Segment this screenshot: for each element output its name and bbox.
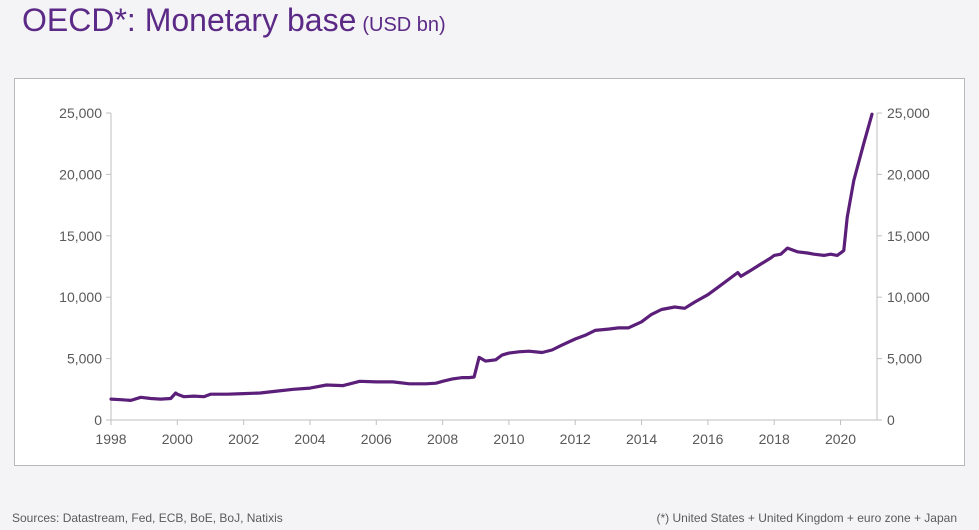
y-tick-label-right: 0 (887, 412, 895, 428)
x-tick-label: 2020 (825, 431, 856, 447)
y-tick-label-right: 5,000 (887, 351, 922, 367)
chart-frame: 0 0 5,000 5,000 10,000 10,000 15,000 15,000 20,0… (14, 78, 965, 466)
x-tick-label: 2008 (427, 431, 458, 447)
chart-unit: (USD bn) (362, 14, 446, 36)
x-tick-label: 2014 (626, 431, 657, 447)
x-tick-label: 1998 (95, 431, 126, 447)
x-tick-label: 2004 (294, 431, 325, 447)
y-tick-label-right: 20,000 (887, 166, 930, 182)
y-tick-label-right: 10,000 (887, 289, 930, 305)
sources-note: Sources: Datastream, Fed, ECB, BoE, BoJ,… (12, 511, 283, 525)
chart-title: OECD*: Monetary base (USD bn) (22, 2, 446, 39)
x-tick-label: 2018 (759, 431, 790, 447)
x-tick-label: 2010 (493, 431, 524, 447)
chart-title-text: OECD*: Monetary base (22, 2, 357, 38)
series-line-0 (109, 112, 874, 402)
x-tick-label: 2000 (162, 431, 193, 447)
y-tick-label-right: 25,000 (887, 105, 930, 121)
x-tick-label: 2002 (228, 431, 259, 447)
y-tick-label-left: 10,000 (59, 289, 102, 305)
x-tick-label: 2016 (692, 431, 723, 447)
x-tick-label: 2006 (361, 431, 392, 447)
y-tick-label-left: 15,000 (59, 228, 102, 244)
y-tick-label-left: 5,000 (67, 351, 102, 367)
monetary-base-line-chart: 0 0 5,000 5,000 10,000 10,000 15,000 15,000 20,0… (59, 105, 930, 447)
y-tick-label-left: 20,000 (59, 166, 102, 182)
y-tick-label-right: 15,000 (887, 228, 930, 244)
y-tick-label-left: 0 (94, 412, 102, 428)
x-tick-label: 2012 (560, 431, 591, 447)
y-tick-label-left: 25,000 (59, 105, 102, 121)
footnote: (*) United States + United Kingdom + eur… (656, 511, 957, 525)
